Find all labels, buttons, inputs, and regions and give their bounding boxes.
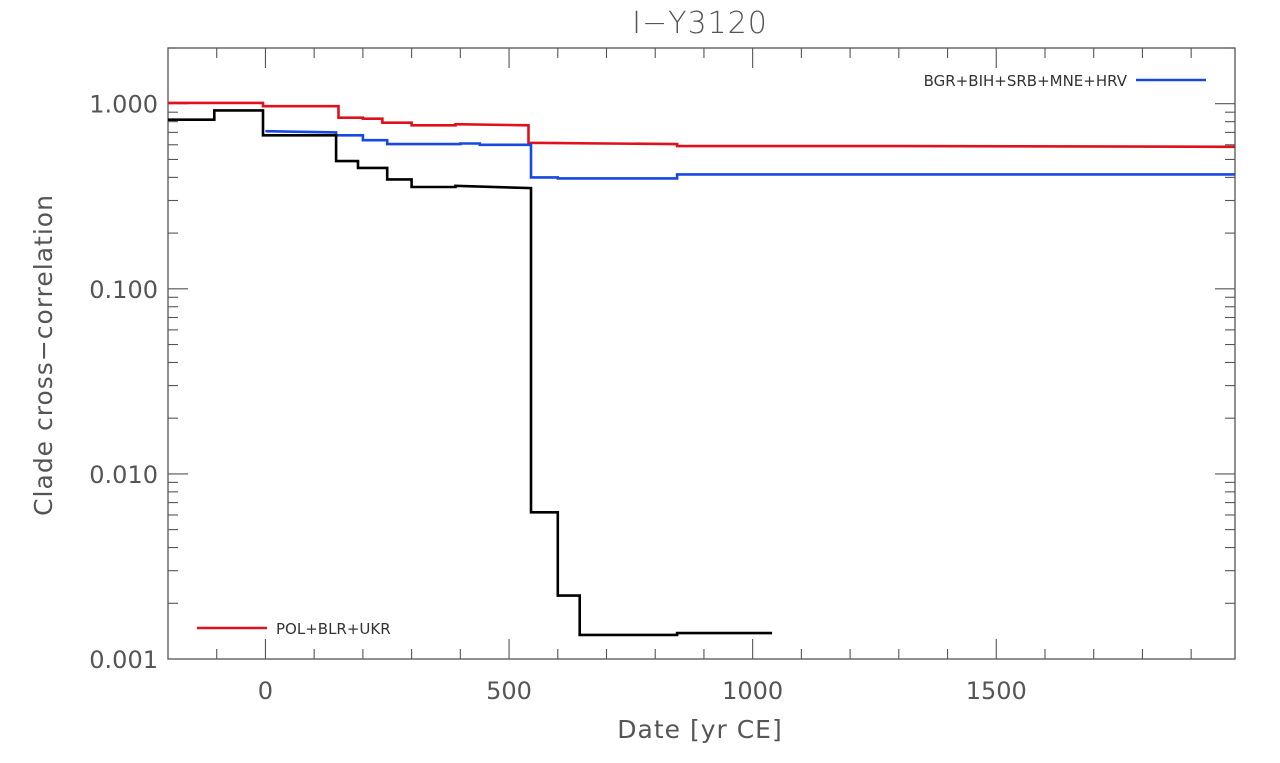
y-tick-label: 1.000 bbox=[89, 91, 158, 119]
legend: POL+BLR+UKR BGR+BIH+SRB+MNE+HRV bbox=[197, 72, 1206, 638]
axis-ticks bbox=[168, 47, 1235, 660]
tick-labels: 0 500 1000 1500 0.001 0.010 0.100 1.000 bbox=[89, 91, 1027, 705]
x-tick-label: 1000 bbox=[722, 677, 783, 705]
legend-label: POL+BLR+UKR bbox=[276, 620, 391, 638]
y-tick-label: 0.001 bbox=[89, 646, 158, 674]
y-tick-label: 0.100 bbox=[89, 276, 158, 304]
series-lines bbox=[168, 101, 1236, 637]
plot-frame bbox=[167, 47, 1236, 660]
x-tick-label: 500 bbox=[486, 677, 532, 705]
x-axis-label: Date [yr CE] bbox=[617, 715, 782, 744]
series-line-pol-blr-ukr bbox=[168, 101, 1236, 149]
legend-label: BGR+BIH+SRB+MNE+HRV bbox=[924, 72, 1128, 90]
x-tick-label: 0 bbox=[258, 677, 273, 705]
x-tick-label: 1500 bbox=[966, 677, 1027, 705]
chart-title: I−Y3120 bbox=[632, 6, 768, 41]
y-axis-label: Clade cross−correlation bbox=[29, 194, 58, 516]
series-line-bgr-bih-srb-mne-hrv bbox=[265, 129, 1235, 180]
series-line-black bbox=[168, 109, 773, 637]
y-tick-label: 0.010 bbox=[89, 461, 158, 489]
